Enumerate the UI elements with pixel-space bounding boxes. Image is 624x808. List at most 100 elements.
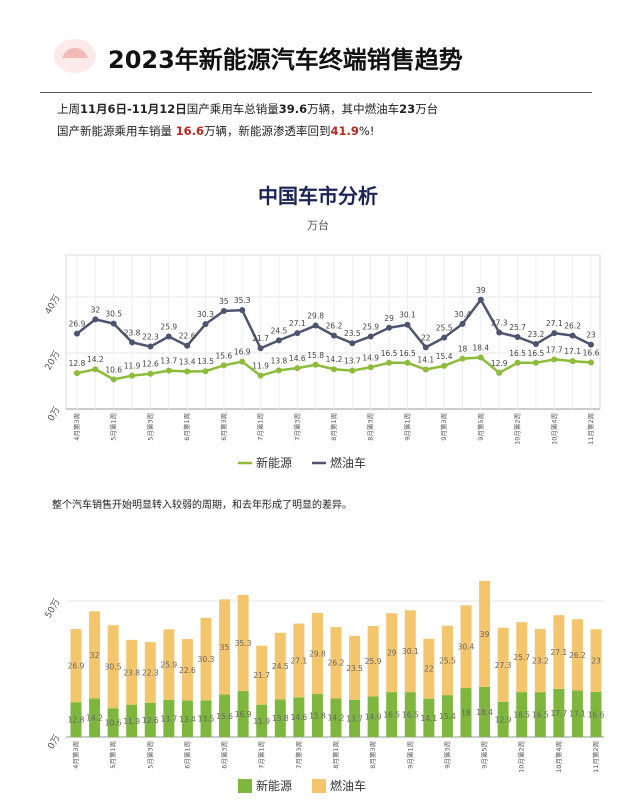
x-tick-label: 9月第5周 [476,413,485,441]
data-label: 30.1 [399,311,416,320]
bar-segment [107,708,119,737]
bar-segment [571,619,583,691]
point [147,343,154,350]
data-label: 18.4 [473,343,490,352]
point [275,367,282,374]
text: %! [358,124,375,138]
point [514,334,521,341]
x-tick-label: 6月第1周 [182,413,191,441]
data-label: 22.3 [142,668,159,677]
point [147,370,154,377]
data-label: 21.7 [252,334,269,343]
x-tick-label: 6月第1周 [182,741,191,769]
y-tick-label: 40万 [44,294,63,317]
data-label: 26.2 [328,659,345,668]
text: 万辆，新能源渗透率回到 [204,124,331,138]
data-label: 29.8 [307,312,324,321]
data-label: 16.9 [235,710,252,719]
x-tick-label: 11月第2周 [586,413,595,445]
data-label: 23.5 [346,664,363,673]
data-label: 27.1 [546,319,563,328]
data-label: 32 [90,651,100,660]
point [294,365,301,372]
bar-segment [349,635,361,700]
point [569,358,576,365]
text: 国产新能源乘用车销量 [57,124,176,138]
point [74,370,80,377]
data-label: 35 [219,297,229,306]
bar-segment [181,700,193,737]
bar-segment [70,629,82,703]
data-label: 26.9 [69,320,86,329]
bar-segment [293,623,305,698]
data-label: 23.8 [123,668,140,677]
chart-title: 中国车市分析 [258,184,378,208]
data-label: 30.5 [105,663,122,672]
x-tick-label: 9月第3周 [442,741,451,769]
data-label: 27.3 [495,661,512,670]
data-label: 21.7 [253,671,270,680]
bar-segment [553,615,565,689]
data-label: 18 [458,345,468,354]
data-label: 18.4 [476,708,493,717]
x-tick-label: 5月第1周 [109,413,118,441]
y-tick-label: 0万 [47,406,63,424]
point [441,334,448,341]
data-label: 23.2 [532,657,549,666]
data-label: 13.7 [344,357,361,366]
x-tick-label: 6月第3周 [219,413,228,441]
x-tick-label: 4月第3周 [71,741,80,769]
data-label: 29.8 [309,649,326,658]
point [404,359,411,366]
data-label: 16.5 [383,711,400,720]
point [588,359,594,366]
point [532,341,539,348]
point [441,362,448,369]
point [569,332,576,339]
data-label: 27.1 [551,648,568,657]
x-tick-label: 10月第4周 [554,741,563,773]
data-label: 17.1 [564,347,581,356]
data-label: 22.6 [179,666,196,675]
point [220,362,227,369]
data-label: 25.9 [362,322,379,331]
bar-segment [534,629,546,693]
data-label: 25.9 [161,661,178,670]
point [331,332,337,339]
x-tick-label: 10月第4周 [549,413,558,445]
data-label: 16.5 [532,711,549,720]
legend-swatch [238,779,252,793]
data-label: 23 [591,657,601,666]
point [459,320,466,327]
bar-segment [386,613,398,693]
y-tick-label: 50万 [44,598,63,621]
x-tick-label: 8月第3周 [368,741,377,769]
x-tick-label: 6月第3周 [220,741,229,769]
text: 万辆，其中燃油车 [307,102,400,116]
bar-segment [181,639,193,701]
data-label: 17.1 [569,710,586,719]
data-label: 22 [424,665,434,674]
bar-segment [423,638,435,699]
data-label: 22.3 [142,333,159,342]
point [386,324,393,331]
data-label: 27.1 [289,319,306,328]
point [367,364,374,371]
data-label: 32 [91,305,101,314]
data-label: 16.5 [399,349,416,358]
divider [40,92,592,93]
bar-segment [219,599,231,695]
data-label: 16.5 [528,349,545,358]
x-tick-label: 9月第5周 [480,741,489,769]
point [239,307,246,314]
data-label: 14.9 [365,713,382,722]
data-label: 26.2 [326,322,343,331]
bar-segment [497,627,509,702]
bar-segment [311,694,323,737]
text: 万台 [415,102,439,116]
text: 国产乘用车总销量 [186,102,279,116]
text: 上周 [57,102,80,116]
x-tick-label: 7月第3周 [292,413,301,441]
bar-segment [590,691,602,737]
point [294,330,301,337]
